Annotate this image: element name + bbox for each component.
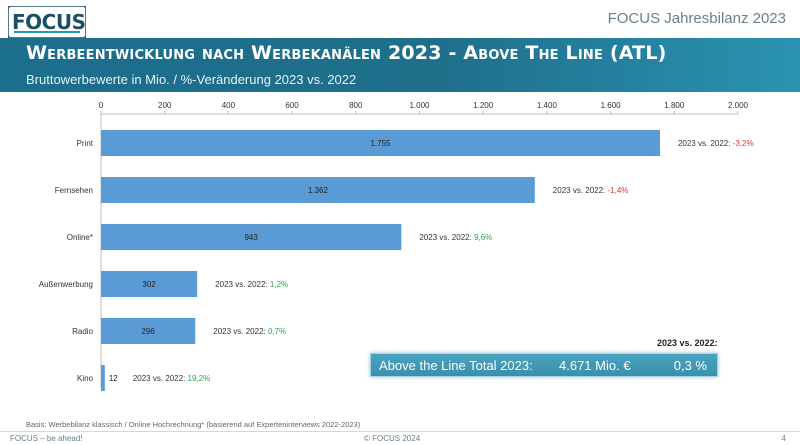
basis-note: Basis: Werbebilanz klassisch / Online Ho… — [26, 420, 361, 429]
bar — [101, 271, 198, 297]
bar-value-label: 943 — [244, 233, 258, 242]
bar-chart: 0 200 400 600 800 1.000 1.200 1.400 1.600 1.800 2.… — [39, 101, 754, 391]
bar — [101, 318, 196, 344]
x-tick-label: 200 — [158, 101, 172, 110]
bar-value-label: 12 — [109, 374, 118, 383]
category-label: Fernsehen — [55, 186, 93, 195]
total-change-caption: 2023 vs. 2022: — [657, 338, 718, 348]
x-tick-label: 1.600 — [601, 101, 622, 110]
x-tick-label: 800 — [349, 101, 363, 110]
change-label: 2023 vs. 2022: -1,4% — [553, 186, 629, 195]
category-label: Außenwerbung — [39, 280, 93, 289]
bar — [101, 177, 535, 203]
bar-value-label: 302 — [142, 280, 156, 289]
total-value: 4.671 Mio. € — [559, 358, 631, 373]
footer-slogan: FOCUS – be ahead! — [10, 434, 83, 443]
category-label: Online* — [67, 233, 93, 242]
change-label: 2023 vs. 2022: 1,2% — [215, 280, 288, 289]
footer-copyright: © FOCUS 2024 — [364, 434, 421, 443]
bar-value-label: 1.362 — [308, 186, 329, 195]
footer-divider — [0, 431, 800, 432]
x-tick-label: 1.000 — [409, 101, 430, 110]
x-tick-label: 1.800 — [664, 101, 685, 110]
x-tick-label: 1.400 — [537, 101, 558, 110]
x-tick-label: 0 — [99, 101, 104, 110]
focus-logo: FOCUS — [7, 5, 87, 39]
bar-value-label: 296 — [141, 327, 155, 336]
title-banner: Werbeentwicklung nach Werbekanälen 2023 … — [0, 38, 800, 92]
bar — [101, 365, 105, 391]
x-tick-label: 2.000 — [728, 101, 749, 110]
change-label: 2023 vs. 2022: -3,2% — [678, 139, 754, 148]
logo-text: FOCUS — [12, 10, 86, 34]
page-title: Werbeentwicklung nach Werbekanälen 2023 … — [26, 42, 667, 64]
category-label: Kino — [77, 374, 94, 383]
x-tick-label: 600 — [285, 101, 299, 110]
x-tick-label: 1.200 — [473, 101, 494, 110]
category-label: Print — [77, 139, 94, 148]
category-label: Radio — [72, 327, 93, 336]
page-subtitle: Bruttowerbewerte in Mio. / %-Veränderung… — [26, 72, 357, 87]
x-tick-label: 400 — [222, 101, 236, 110]
bar — [101, 130, 660, 156]
bar-value-label: 1.755 — [370, 139, 391, 148]
change-label: 2023 vs. 2022: 9,6% — [419, 233, 492, 242]
total-label: Above the Line Total 2023: — [379, 358, 533, 373]
page-number: 4 — [781, 434, 786, 443]
change-label: 2023 vs. 2022: 0,7% — [213, 327, 286, 336]
total-box: Above the Line Total 2023: 4.671 Mio. € … — [370, 353, 718, 377]
change-label: 2023 vs. 2022: 19,2% — [133, 374, 210, 383]
report-name: FOCUS Jahresbilanz 2023 — [607, 10, 786, 27]
bar — [101, 224, 402, 250]
total-change: 0,3 % — [673, 358, 707, 373]
